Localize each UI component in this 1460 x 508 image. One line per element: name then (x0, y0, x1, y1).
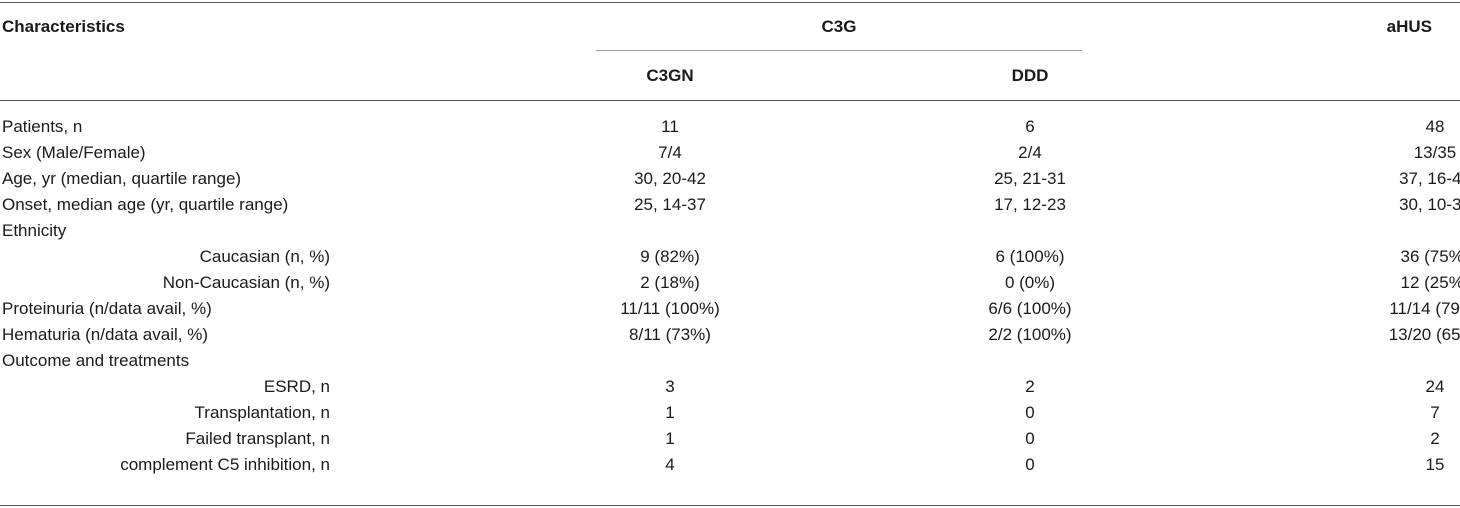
row-label: Patients, n (2, 117, 83, 136)
cell-ddd: 25, 21-31 (994, 169, 1066, 188)
cell-c3gn: 1 (665, 403, 675, 422)
cell-c3gn: 8/11 (73%) (629, 325, 711, 344)
cell-ahus: 12 (25%) (1400, 273, 1460, 292)
table-row: Patients, n 11 6 48 (0, 114, 1460, 140)
cell-ahus: 36 (75%) (1400, 247, 1460, 266)
table-row: Transplantation, n 1 0 7 (0, 400, 1460, 426)
row-label: ESRD, n (263, 377, 330, 396)
row-label: Sex (Male/Female) (2, 143, 146, 162)
header-ddd: DDD (1011, 66, 1049, 85)
row-label: Failed transplant, n (185, 429, 330, 448)
header-c3gn: C3GN (646, 66, 694, 85)
table-row: Proteinuria (n/data avail, %) 11/11 (100… (0, 296, 1460, 322)
cell-c3gn: 25, 14-37 (634, 195, 706, 214)
c3g-group-rule (596, 50, 1082, 51)
section-row-outcome: Outcome and treatments (0, 348, 1460, 374)
section-row-ethnicity: Ethnicity (0, 218, 1460, 244)
cell-ahus: 7 (1430, 403, 1440, 422)
row-label: complement C5 inhibition, n (120, 455, 330, 474)
row-label: Transplantation, n (194, 403, 330, 422)
table-row: Sex (Male/Female) 7/4 2/4 13/35 (0, 140, 1460, 166)
cell-ddd: 6/6 (100%) (988, 299, 1072, 318)
row-label: Caucasian (n, %) (199, 247, 330, 266)
cell-ddd: 0 (1025, 455, 1035, 474)
top-rule (0, 2, 1460, 3)
row-label: Non-Caucasian (n, %) (162, 273, 330, 292)
header-ahus: aHUS (1386, 17, 1432, 36)
cell-c3gn: 4 (665, 455, 675, 474)
cell-ahus: 15 (1425, 455, 1445, 474)
row-label: Outcome and treatments (2, 351, 190, 370)
cell-ahus: 11/14 (79%) (1389, 299, 1460, 318)
table-row: complement C5 inhibition, n 4 0 15 (0, 452, 1460, 478)
cell-ddd: 2/2 (100%) (988, 325, 1072, 344)
cell-ddd: 0 (1025, 429, 1035, 448)
cell-c3gn: 11/11 (100%) (620, 299, 720, 318)
row-label: Onset, median age (yr, quartile range) (2, 195, 289, 214)
row-label: Proteinuria (n/data avail, %) (2, 299, 212, 318)
cell-c3gn: 3 (665, 377, 675, 396)
table-body: Patients, n 11 6 48 Sex (Male/Female) 7/… (0, 114, 1460, 478)
cell-ddd: 17, 12-23 (994, 195, 1066, 214)
table-row: ESRD, n 3 2 24 (0, 374, 1460, 400)
cell-ahus: 13/35 (1413, 143, 1457, 162)
table-row: Non-Caucasian (n, %) 2 (18%) 0 (0%) 12 (… (0, 270, 1460, 296)
cell-ahus: 13/20 (65%) (1388, 325, 1460, 344)
cell-ahus: 30, 10-38 (1399, 195, 1460, 214)
cell-ddd: 2 (1025, 377, 1035, 396)
header-rule (0, 100, 1460, 101)
cell-c3gn: 1 (665, 429, 675, 448)
table-row: Age, yr (median, quartile range) 30, 20-… (0, 166, 1460, 192)
header-c3g: C3G (821, 17, 857, 36)
row-label: Ethnicity (2, 221, 67, 240)
cell-c3gn: 30, 20-42 (634, 169, 706, 188)
cell-c3gn: 9 (82%) (640, 247, 700, 266)
cell-ddd: 0 (0%) (1004, 273, 1056, 292)
table-row: Caucasian (n, %) 9 (82%) 6 (100%) 36 (75… (0, 244, 1460, 270)
cell-ahus: 2 (1430, 429, 1440, 448)
cell-ddd: 2/4 (1018, 143, 1042, 162)
cell-c3gn: 7/4 (658, 143, 682, 162)
table-row: Onset, median age (yr, quartile range) 2… (0, 192, 1460, 218)
cell-ddd: 6 (1025, 117, 1035, 136)
table-row: Failed transplant, n 1 0 2 (0, 426, 1460, 452)
bottom-rule (0, 505, 1460, 506)
cell-ddd: 6 (100%) (995, 247, 1065, 266)
cell-ddd: 0 (1025, 403, 1035, 422)
cell-ahus: 48 (1425, 117, 1445, 136)
table-row: Hematuria (n/data avail, %) 8/11 (73%) 2… (0, 322, 1460, 348)
row-label: Hematuria (n/data avail, %) (2, 325, 208, 344)
cell-ahus: 37, 16-45 (1399, 169, 1460, 188)
cell-c3gn: 2 (18%) (640, 273, 700, 292)
cell-c3gn: 11 (661, 117, 679, 136)
header-characteristics: Characteristics (2, 17, 125, 36)
cell-ahus: 24 (1425, 377, 1445, 396)
row-label: Age, yr (median, quartile range) (2, 169, 242, 188)
